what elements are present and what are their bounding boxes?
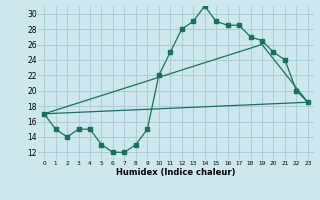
X-axis label: Humidex (Indice chaleur): Humidex (Indice chaleur) xyxy=(116,168,236,177)
